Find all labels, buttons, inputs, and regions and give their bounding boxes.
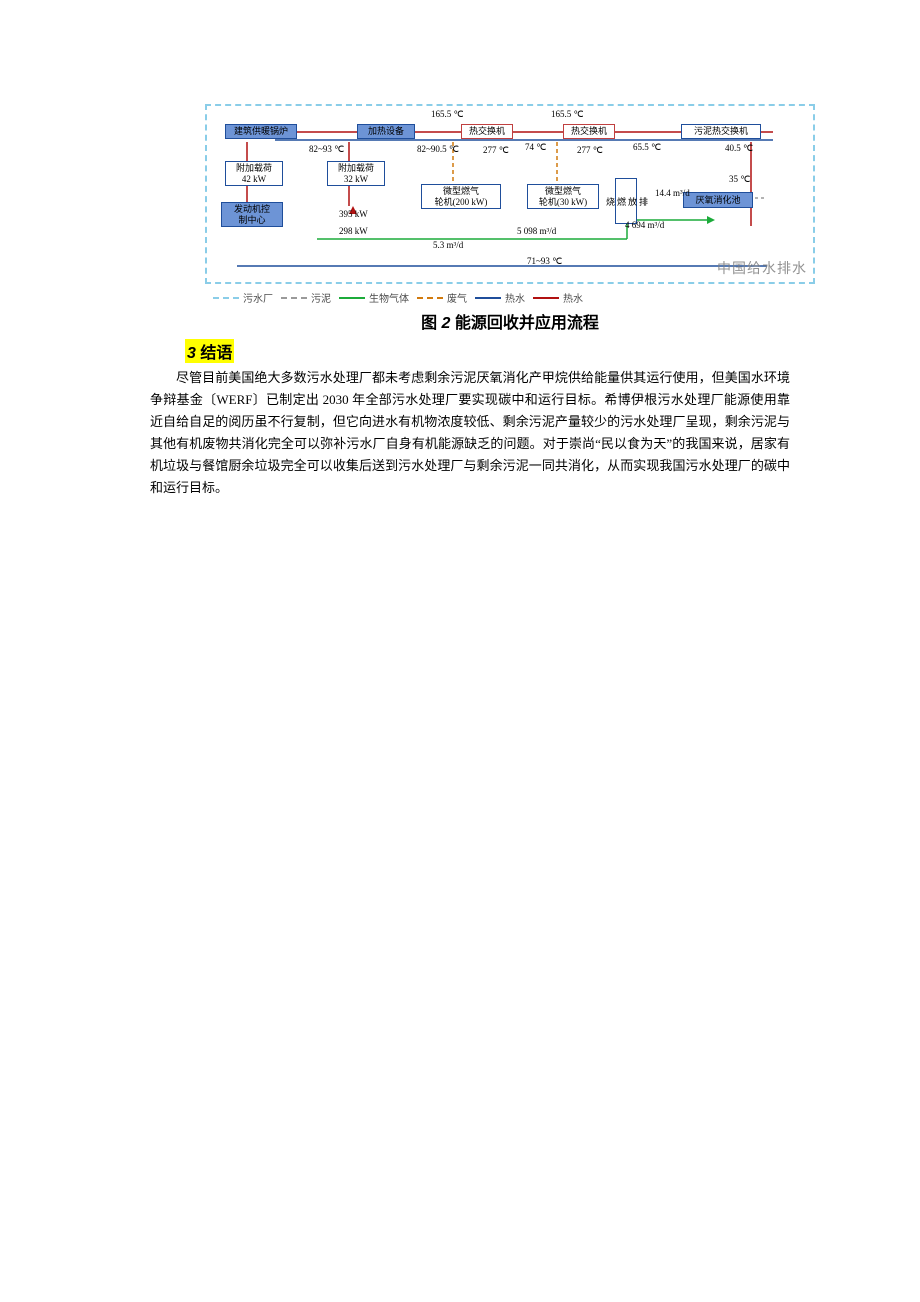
box-digester: 厌氧消化池 xyxy=(683,192,753,208)
lbl-temp-range: 71~93 ℃ xyxy=(527,256,562,267)
lbl-t3: 82~93 ℃ xyxy=(309,144,344,155)
section-3-title: 3 结语 xyxy=(185,339,234,363)
lbl-t7: 277 ℃ xyxy=(577,145,603,156)
legend-exhaust-label: 废气 xyxy=(447,290,467,305)
box-engine-ctrl: 发动机控 制中心 xyxy=(221,202,283,227)
box-aux-load-32: 附加载荷 32 kW xyxy=(327,161,385,186)
box-micro-200: 微型燃气 轮机(200 kW) xyxy=(421,184,501,209)
caption-prefix: 图 xyxy=(421,315,441,332)
box-sludge-hx: 污泥热交换机 xyxy=(681,124,761,139)
box-heater: 加热设备 xyxy=(357,124,415,139)
lbl-p2: 298 kW xyxy=(339,226,368,236)
legend-plant: 污水厂 xyxy=(213,290,273,305)
lbl-t10: 35 ℃ xyxy=(729,174,750,185)
lbl-q3: 4 694 m³/d xyxy=(625,220,664,230)
lbl-q2: 5 098 m³/d xyxy=(517,226,556,236)
box-hx1: 热交换机 xyxy=(461,124,513,139)
box-flare: 排 放 燃 烧 xyxy=(615,178,637,224)
box-building-heat: 建筑供暖锅炉 xyxy=(225,124,297,139)
legend: 污水厂 污泥 生物气体 废气 热水 热水 xyxy=(213,290,815,305)
figure-2: 建筑供暖锅炉 加热设备 热交换机 热交换机 污泥热交换机 附加载荷 42 kW … xyxy=(205,104,815,333)
box-micro-30: 微型燃气 轮机(30 kW) xyxy=(527,184,599,209)
caption-text: 能源回收并应用流程 xyxy=(450,315,598,332)
lbl-t9: 40.5 ℃ xyxy=(725,143,753,154)
legend-sludge-label: 污泥 xyxy=(311,290,331,305)
lbl-t1: 165.5 ℃ xyxy=(431,109,464,120)
legend-exhaust: 废气 xyxy=(417,290,467,305)
watermark: 中国给水排水 xyxy=(717,258,807,278)
box-hx2: 热交换机 xyxy=(563,124,615,139)
conclusion-paragraph: 尽管目前美国绝大多数污水处理厂都未考虑剩余污泥厌氧消化产甲烷供给能量供其运行使用… xyxy=(150,367,790,499)
legend-sludge: 污泥 xyxy=(281,290,331,305)
legend-biogas: 生物气体 xyxy=(339,290,409,305)
legend-hotwater2-label: 热水 xyxy=(563,290,583,305)
legend-biogas-label: 生物气体 xyxy=(369,290,409,305)
lbl-q4: 14.4 m³/d xyxy=(655,188,690,198)
section-number: 3 xyxy=(187,345,196,362)
lbl-q1: 5.3 m³/d xyxy=(433,240,463,250)
lbl-t2: 165.5 ℃ xyxy=(551,109,584,120)
lbl-t6: 74 ℃ xyxy=(525,142,546,153)
lbl-t8: 65.5 ℃ xyxy=(633,142,661,153)
lbl-t4: 82~90.5 ℃ xyxy=(417,144,459,155)
section-text: 结语 xyxy=(196,345,232,362)
lbl-p1: 395 kW xyxy=(339,209,368,219)
diagram-boundary: 建筑供暖锅炉 加热设备 热交换机 热交换机 污泥热交换机 附加载荷 42 kW … xyxy=(205,104,815,284)
lbl-t5: 277 ℃ xyxy=(483,145,509,156)
figure-caption: 图 2 能源回收并应用流程 xyxy=(205,309,815,333)
legend-hotwater-label: 热水 xyxy=(505,290,525,305)
legend-hotwater: 热水 xyxy=(475,290,525,305)
legend-hotwater2: 热水 xyxy=(533,290,583,305)
box-aux-load-42: 附加载荷 42 kW xyxy=(225,161,283,186)
legend-plant-label: 污水厂 xyxy=(243,290,273,305)
